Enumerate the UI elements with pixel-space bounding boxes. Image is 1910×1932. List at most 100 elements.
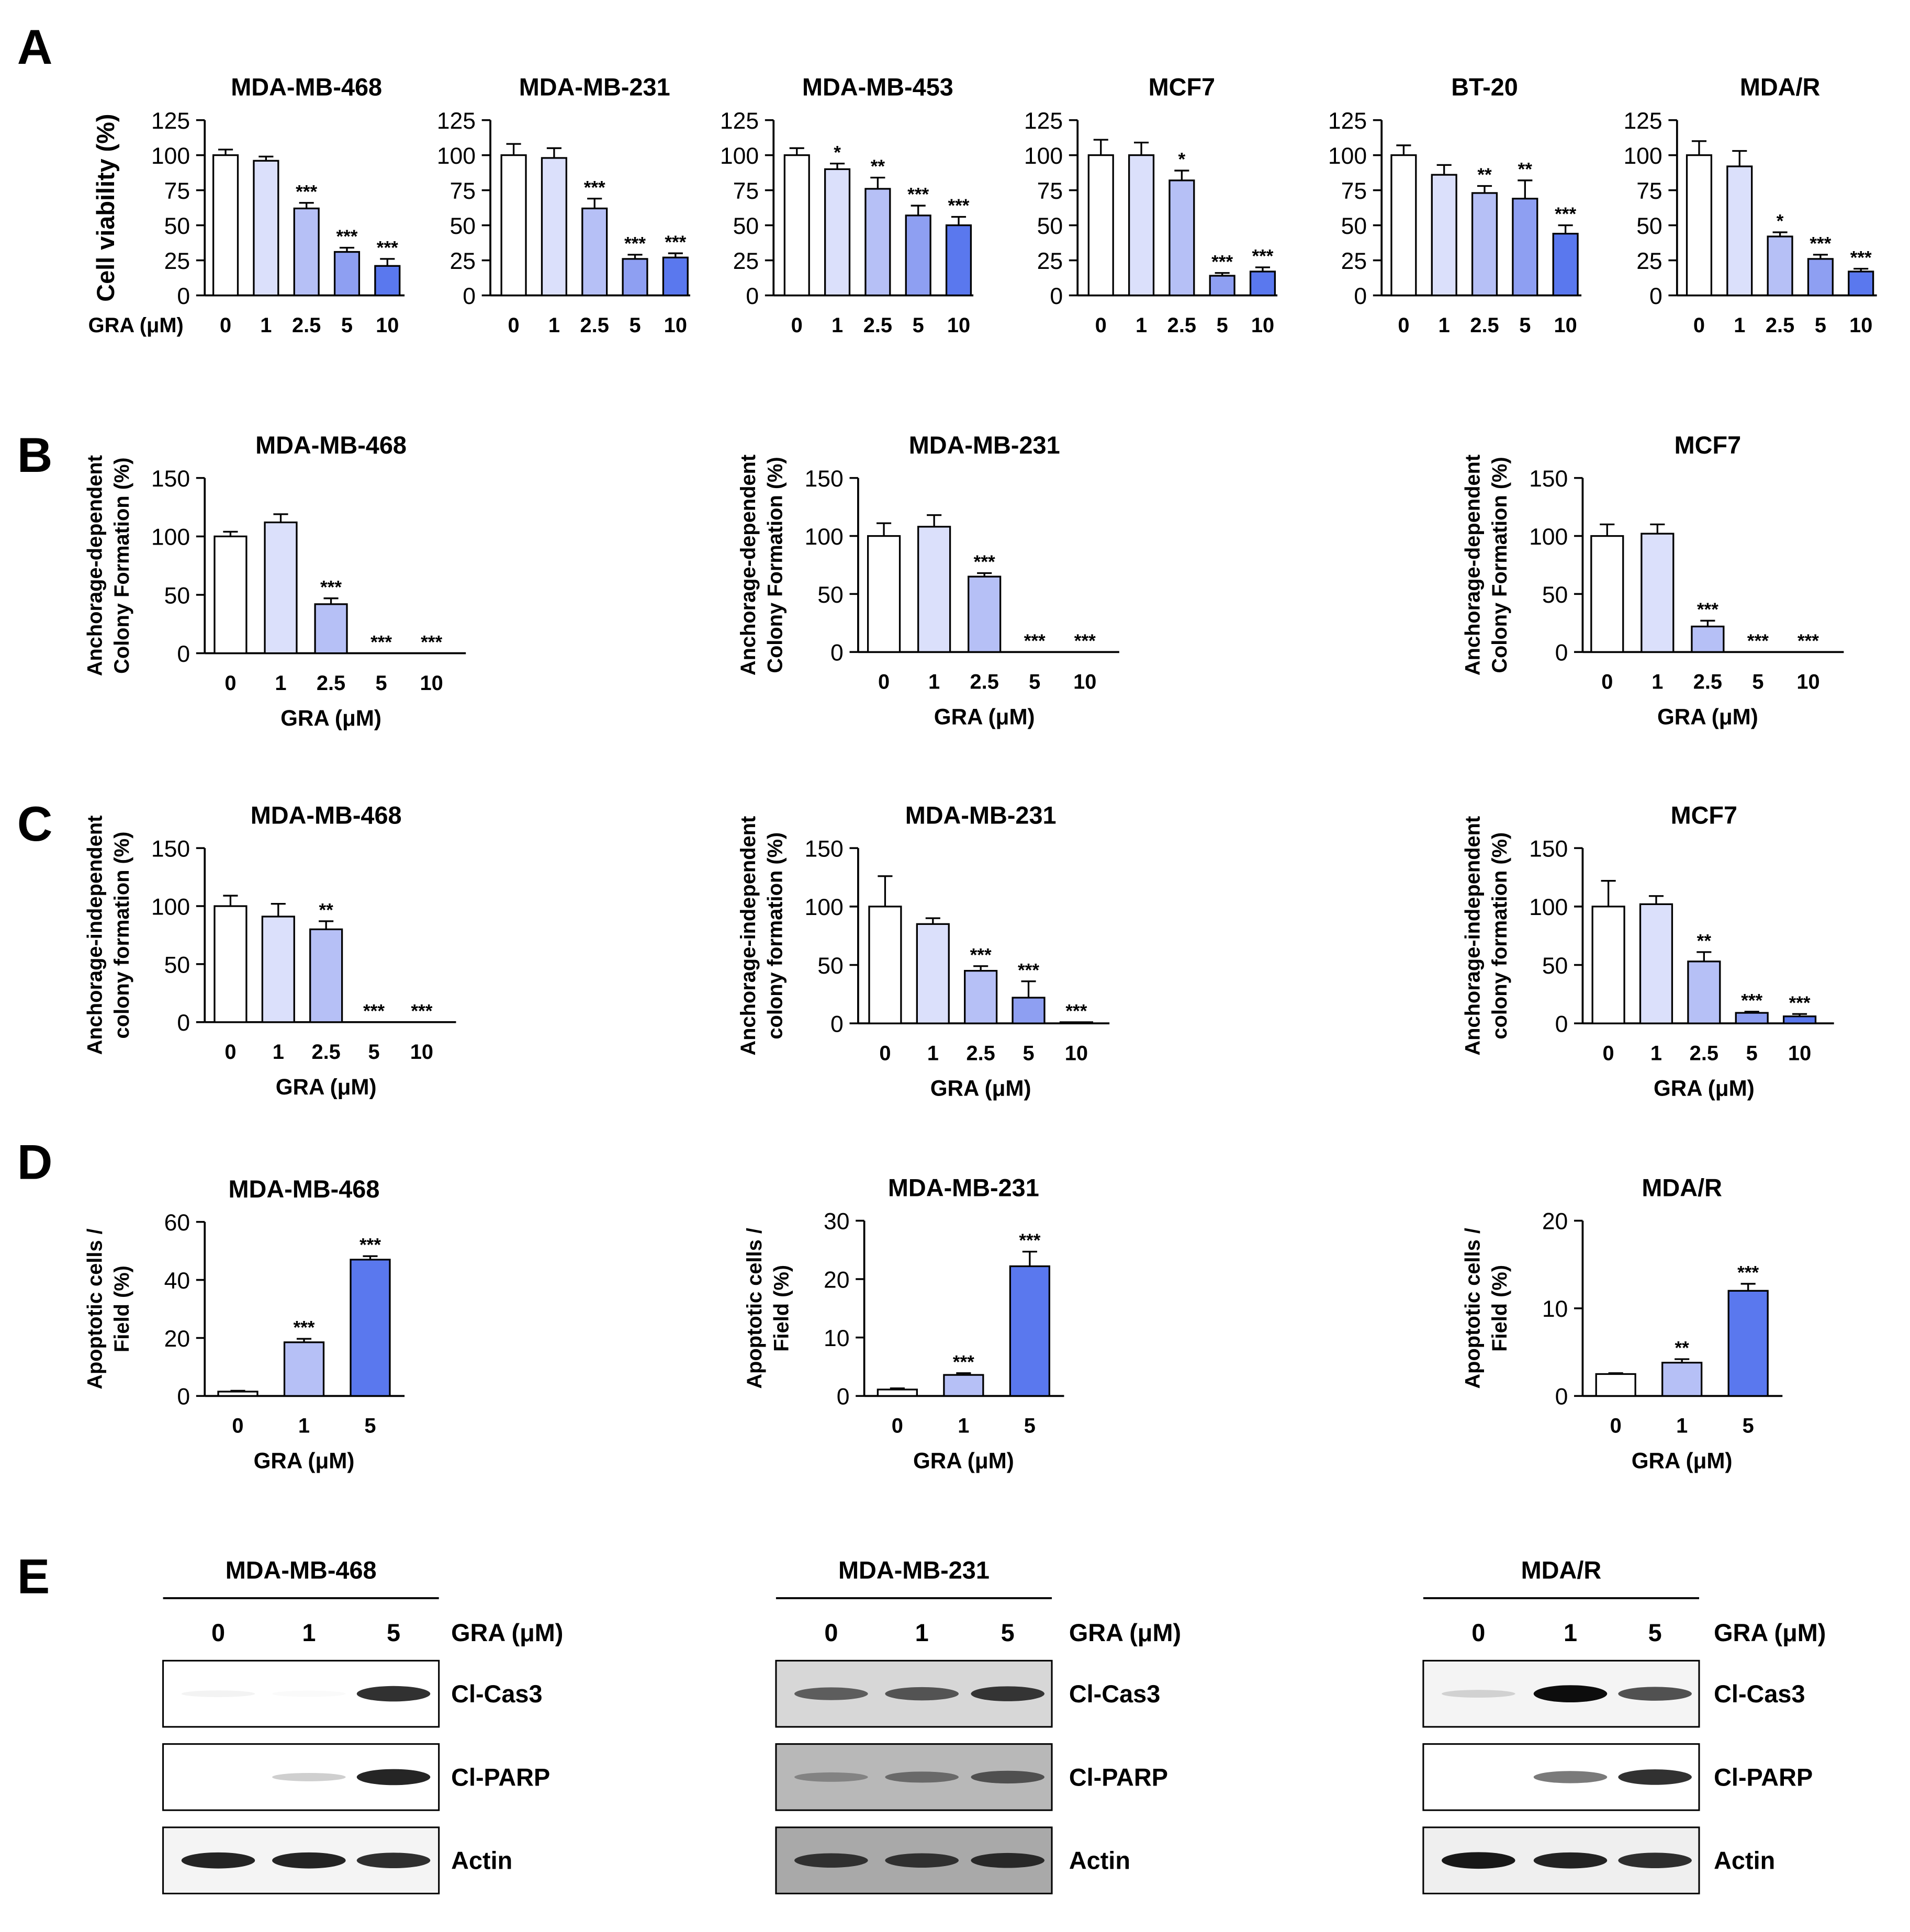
significance-label: *** xyxy=(1252,246,1273,267)
bar xyxy=(1641,533,1675,653)
bar xyxy=(214,535,248,654)
y-tick-label: 0 xyxy=(1050,284,1063,309)
y-tick-label: 50 xyxy=(164,213,190,239)
y-tick-label: 50 xyxy=(817,953,844,979)
y-axis-label: Anchorage-independent xyxy=(83,816,106,1055)
y-tick-label: 100 xyxy=(805,895,844,920)
band-label: Actin xyxy=(451,1847,512,1874)
bar xyxy=(314,603,348,654)
chart-d-15: MDA/R 0 10 20 0 ** 1 *** 5 GRA (μM) Apoptotic cell… xyxy=(1462,1174,1783,1473)
y-tick-label: 30 xyxy=(824,1209,850,1235)
significance-label: *** xyxy=(1741,990,1762,1011)
bar xyxy=(1087,154,1114,297)
chart-b-8: MDA-MB-231 0 50 100 150 0 1 *** 2.5 *** 5 *** 10 GRA … xyxy=(737,432,1119,729)
bar xyxy=(283,1341,325,1397)
y-tick-label: 150 xyxy=(805,466,844,492)
y-tick-label: 75 xyxy=(450,178,476,204)
x-tick-label: 2.5 xyxy=(292,314,321,337)
y-axis-label: colony formation (%) xyxy=(764,832,787,1040)
blot-band xyxy=(885,1687,959,1701)
chart-title: MCF7 xyxy=(1149,74,1216,101)
blot-band xyxy=(971,1852,1044,1868)
x-tick-label: 2.5 xyxy=(970,671,999,694)
blot-band xyxy=(885,1771,959,1783)
bar xyxy=(916,923,950,1024)
y-tick-label: 150 xyxy=(151,466,190,492)
y-axis-label: Anchorage-independent xyxy=(1462,816,1485,1056)
x-tick-label: 2.5 xyxy=(1167,314,1196,337)
y-tick-label: 100 xyxy=(151,143,190,169)
x-tick-label: 10 xyxy=(664,314,687,337)
y-tick-label: 50 xyxy=(450,213,476,239)
y-tick-label: 150 xyxy=(1529,837,1568,862)
significance-label: *** xyxy=(974,552,995,572)
blot-band xyxy=(356,1686,431,1702)
bar xyxy=(212,154,239,297)
x-tick-label: 0 xyxy=(1603,1042,1614,1065)
chart-b-7: MDA-MB-468 0 50 100 150 0 1 *** 2.5 *** 5 *** 10 GRA … xyxy=(83,432,466,730)
x-tick-label: 5 xyxy=(376,672,387,695)
x-tick-label: 1 xyxy=(1136,314,1147,337)
bar xyxy=(500,154,527,297)
significance-label: ** xyxy=(1697,931,1712,952)
y-axis-label: Apoptotic cells / xyxy=(1462,1228,1485,1388)
band-label: Actin xyxy=(1069,1847,1130,1874)
y-tick-label: 0 xyxy=(177,1384,190,1410)
bar xyxy=(1782,1015,1817,1024)
chart-title: MDA-MB-468 xyxy=(229,1176,380,1203)
significance-label: *** xyxy=(359,1235,381,1256)
y-tick-label: 150 xyxy=(1529,466,1568,492)
significance-label: *** xyxy=(907,185,929,205)
bar xyxy=(1209,275,1235,297)
x-tick-label: 1 xyxy=(273,1041,284,1064)
significance-label: * xyxy=(834,142,841,163)
bar xyxy=(877,1388,918,1397)
bar xyxy=(350,1259,391,1397)
x-tick-label: 1 xyxy=(1734,314,1745,337)
lane-label: 0 xyxy=(824,1619,838,1646)
y-tick-label: 0 xyxy=(830,640,844,666)
x-tick-label: 0 xyxy=(1693,314,1705,337)
bar xyxy=(214,905,248,1023)
bar xyxy=(1009,1265,1050,1397)
significance-label: ** xyxy=(1675,1338,1690,1359)
y-tick-label: 0 xyxy=(1555,1012,1568,1037)
y-tick-label: 0 xyxy=(177,284,190,309)
band-label: Cl-PARP xyxy=(1714,1764,1813,1791)
y-tick-label: 0 xyxy=(177,641,190,667)
dose-label: GRA (μM) xyxy=(451,1619,563,1646)
panel-letter-b: B xyxy=(17,427,53,482)
y-axis-label: colony formation (%) xyxy=(110,832,133,1039)
bar xyxy=(1807,258,1834,297)
blot-band xyxy=(1442,1690,1515,1698)
x-tick-label: 1 xyxy=(927,1042,939,1065)
significance-label: *** xyxy=(411,1001,432,1021)
lane-label: 1 xyxy=(302,1619,316,1646)
x-tick-label: 2.5 xyxy=(863,314,892,337)
bar xyxy=(824,168,851,297)
y-tick-label: 125 xyxy=(1328,108,1367,134)
bar xyxy=(662,256,689,297)
chart-title: MDA-MB-231 xyxy=(905,801,1057,829)
x-tick-label: 5 xyxy=(1746,1042,1758,1065)
y-tick-label: 125 xyxy=(1623,108,1662,134)
y-tick-label: 0 xyxy=(1354,284,1367,309)
significance-label: ** xyxy=(319,900,333,920)
chart-c-11: MDA-MB-231 0 50 100 150 0 1 *** 2.5 *** 5 *** 10 GRA … xyxy=(737,801,1110,1100)
y-tick-label: 100 xyxy=(437,143,476,169)
blot-title: MDA-MB-231 xyxy=(838,1556,990,1584)
blot-band xyxy=(1618,1852,1692,1869)
x-tick-label: 10 xyxy=(410,1041,433,1064)
chart-title: MCF7 xyxy=(1675,432,1742,459)
y-tick-label: 100 xyxy=(1529,524,1568,550)
blot-band xyxy=(1618,1769,1692,1785)
y-tick-label: 50 xyxy=(1636,213,1662,239)
chart-a-3: MDA-MB-453 0 25 50 75 100 125 0 * 1 ** 2.5 *** 5 *** 10 xyxy=(720,74,974,337)
significance-label: *** xyxy=(336,227,357,247)
y-tick-label: 75 xyxy=(733,178,759,204)
panel-letters: A B C D E xyxy=(17,19,53,1604)
bar xyxy=(541,157,567,297)
blot-band xyxy=(1442,1852,1515,1869)
y-tick-label: 60 xyxy=(164,1210,190,1236)
y-tick-label: 150 xyxy=(805,837,844,862)
